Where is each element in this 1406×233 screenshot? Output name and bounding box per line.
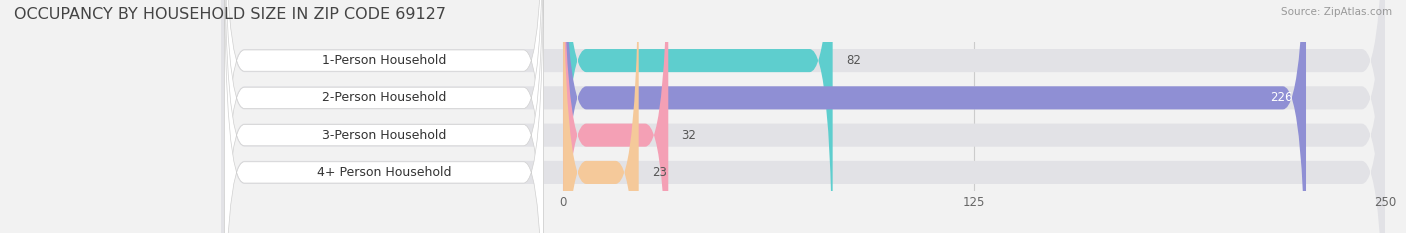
Text: 23: 23 [652, 166, 666, 179]
Text: 32: 32 [682, 129, 696, 142]
FancyBboxPatch shape [562, 0, 1306, 233]
FancyBboxPatch shape [225, 0, 543, 233]
FancyBboxPatch shape [225, 0, 543, 233]
Text: Source: ZipAtlas.com: Source: ZipAtlas.com [1281, 7, 1392, 17]
FancyBboxPatch shape [225, 0, 543, 233]
Text: 3-Person Household: 3-Person Household [322, 129, 446, 142]
FancyBboxPatch shape [221, 0, 1385, 233]
FancyBboxPatch shape [225, 0, 543, 233]
Text: 4+ Person Household: 4+ Person Household [316, 166, 451, 179]
Text: 226: 226 [1271, 91, 1294, 104]
FancyBboxPatch shape [221, 0, 1385, 233]
Text: 82: 82 [846, 54, 860, 67]
FancyBboxPatch shape [562, 0, 668, 233]
FancyBboxPatch shape [562, 0, 832, 233]
Text: 1-Person Household: 1-Person Household [322, 54, 446, 67]
FancyBboxPatch shape [221, 0, 1385, 233]
Text: OCCUPANCY BY HOUSEHOLD SIZE IN ZIP CODE 69127: OCCUPANCY BY HOUSEHOLD SIZE IN ZIP CODE … [14, 7, 446, 22]
FancyBboxPatch shape [562, 0, 638, 233]
Text: 2-Person Household: 2-Person Household [322, 91, 446, 104]
FancyBboxPatch shape [221, 0, 1385, 233]
